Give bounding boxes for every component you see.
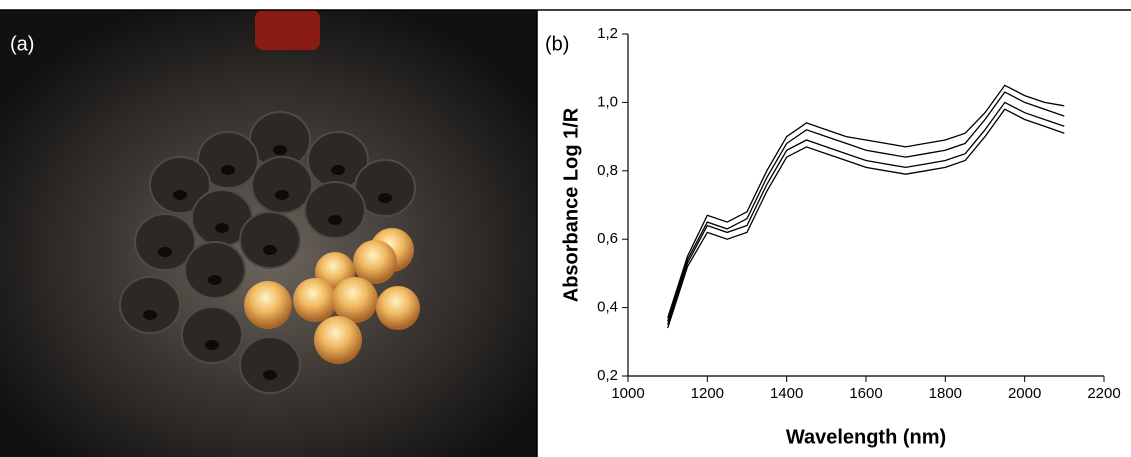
- panel-label: (a): [10, 33, 34, 55]
- x-tick-label: 1000: [611, 385, 644, 402]
- cup-hole: [273, 145, 287, 155]
- cup-hole: [221, 165, 235, 175]
- spectrum-line: [667, 84, 1065, 319]
- x-axis-title: Wavelength (nm): [786, 426, 946, 448]
- red-object: [255, 10, 320, 50]
- x-tick-label: 2200: [1087, 385, 1120, 402]
- cup: [181, 306, 243, 364]
- x-tick-label: 1400: [770, 385, 803, 402]
- cup-hole: [275, 190, 289, 200]
- spectrum-line: [667, 108, 1065, 329]
- x-tick-label: 1200: [691, 385, 724, 402]
- x-tick-label: 1800: [929, 385, 962, 402]
- cup-hole: [331, 165, 345, 175]
- y-tick-label: 0,6: [597, 230, 618, 247]
- cup-hole: [205, 340, 219, 350]
- cup-hole: [143, 310, 157, 320]
- cup-hole: [158, 247, 172, 257]
- cup-hole: [263, 245, 277, 255]
- x-tick-label: 1600: [849, 385, 882, 402]
- cup-hole: [173, 190, 187, 200]
- y-axis-title: Absorbance Log 1/R: [560, 107, 582, 302]
- photo: (a): [0, 10, 537, 457]
- x-tick-label: 2000: [1008, 385, 1041, 402]
- cup-hole: [263, 370, 277, 380]
- cup: [197, 131, 259, 189]
- cup: [239, 211, 301, 269]
- panel-label: (b): [545, 33, 569, 55]
- cup-hole: [215, 223, 229, 233]
- y-tick-label: 0,2: [597, 367, 618, 384]
- y-tick-label: 1,2: [597, 25, 618, 42]
- spectrum-line: [667, 91, 1065, 322]
- cup: [304, 181, 366, 239]
- cup: [134, 213, 196, 271]
- cup-hole: [208, 275, 222, 285]
- cup: [251, 156, 313, 214]
- y-tick-label: 1,0: [597, 93, 618, 110]
- y-tick-label: 0,4: [597, 299, 618, 316]
- spectrum-line: [667, 101, 1065, 325]
- cup: [119, 276, 181, 334]
- y-tick-label: 0,8: [597, 162, 618, 179]
- cup: [239, 336, 301, 394]
- cups: [119, 111, 416, 394]
- cup: [149, 156, 211, 214]
- cup: [184, 241, 246, 299]
- cup-hole: [378, 193, 392, 203]
- cup-hole: [328, 215, 342, 225]
- balls: [244, 228, 420, 364]
